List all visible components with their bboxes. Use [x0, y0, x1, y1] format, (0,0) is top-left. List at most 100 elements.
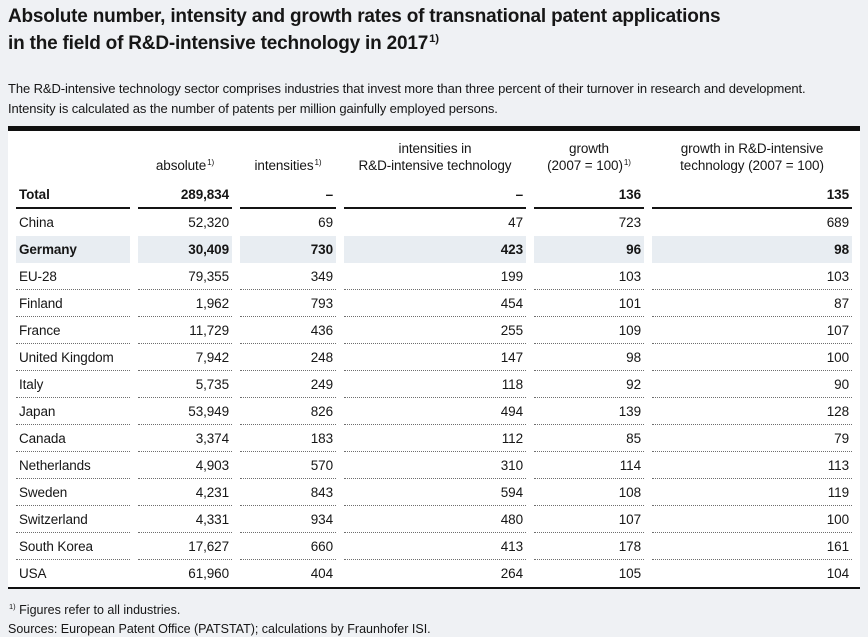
column-header-5: growth in R&D-intensive technology (2007… — [652, 131, 852, 181]
table-row-south-korea: South Korea 17,627 660 413 178 161 — [16, 533, 852, 560]
cell-value: 723 — [618, 215, 641, 230]
cell-value: 90 — [652, 371, 852, 398]
row-label: Netherlands — [16, 452, 130, 479]
cell-value: 4,231 — [138, 479, 232, 506]
cell-value: 5,735 — [138, 371, 232, 398]
footnotes: 1) Figures refer to all industries. Sourc… — [8, 602, 860, 637]
cell-value: 101 — [534, 290, 644, 317]
cell-value: 3,374 — [138, 425, 232, 452]
cell-value: 11,729 — [138, 317, 232, 344]
table-row-france: France 11,729 436 255 109 107 — [16, 317, 852, 344]
column-header-4: growth (2007 = 100)1) — [534, 131, 644, 181]
table-row-netherlands: Netherlands 4,903 570 310 114 113 — [16, 452, 852, 479]
cell-value: 1,962 — [138, 290, 232, 317]
row-label: USA — [19, 566, 47, 581]
cell-value: 135 — [652, 181, 852, 209]
cell-value: 423 — [344, 236, 526, 263]
cell-value: 494 — [344, 398, 526, 425]
cell-value: 98 — [652, 236, 852, 263]
column-header-label: growth in R&D-intensive technology (2007… — [680, 141, 824, 173]
row-label: Canada — [16, 425, 130, 452]
cell-value: 100 — [652, 506, 852, 533]
row-label: Switzerland — [16, 506, 130, 533]
cell-value: 104 — [826, 566, 849, 581]
cell-value: 793 — [240, 290, 336, 317]
cell-value: 103 — [652, 263, 852, 290]
cell-value: 85 — [534, 425, 644, 452]
cell-value: 4,903 — [138, 452, 232, 479]
row-label: Italy — [16, 371, 130, 398]
patent-table-block: absolute1) intensities1) intensities in R&… — [8, 126, 860, 589]
table-row-finland: Finland 1,962 793 454 101 87 — [16, 290, 852, 317]
column-header-label: intensities — [254, 158, 314, 173]
column-header-3: intensities in R&D-intensive technology — [344, 131, 526, 181]
cell-value: 413 — [344, 533, 526, 560]
row-label: China — [19, 215, 54, 230]
cell-value: 404 — [310, 566, 333, 581]
patent-table: absolute1) intensities1) intensities in R&… — [8, 131, 860, 587]
row-label: EU-28 — [16, 263, 130, 290]
cell-value: 349 — [240, 263, 336, 290]
cell-value: 454 — [344, 290, 526, 317]
source-line-truncated: Sources: European Patent Office (PATSTAT… — [8, 621, 860, 637]
subtitle: The R&D-intensive technology sector comp… — [8, 81, 806, 116]
cell-value: 79 — [652, 425, 852, 452]
cell-value: 79,355 — [138, 263, 232, 290]
cell-value: 7,942 — [138, 344, 232, 371]
row-label: United Kingdom — [16, 344, 130, 371]
table-header: absolute1) intensities1) intensities in R&… — [16, 131, 852, 181]
column-header-1: absolute1) — [138, 131, 232, 181]
cell-value: 249 — [240, 371, 336, 398]
cell-value: 52,320 — [188, 215, 229, 230]
cell-value: 178 — [534, 533, 644, 560]
column-footnote-marker: 1) — [623, 157, 631, 167]
cell-value: 136 — [534, 181, 644, 209]
cell-value: 17,627 — [138, 533, 232, 560]
cell-value: 30,409 — [138, 236, 232, 263]
footnote-text: Sources: European Patent Office (PATSTAT… — [8, 622, 431, 636]
column-footnote-marker: 1) — [314, 157, 322, 167]
cell-value: 660 — [240, 533, 336, 560]
cell-value: 98 — [534, 344, 644, 371]
table-row-germany: Germany 30,409 730 423 96 98 — [16, 236, 852, 263]
table-row-united-kingdom: United Kingdom 7,942 248 147 98 100 — [16, 344, 852, 371]
cell-value: 112 — [344, 425, 526, 452]
table-row-usa: USA 61,960 404 264 105 104 — [16, 560, 852, 587]
footnote-1: 1) Figures refer to all industries. — [8, 602, 860, 618]
page-title: Absolute number, intensity and growth ra… — [8, 3, 860, 57]
cell-value: 161 — [652, 533, 852, 560]
cell-value: 47 — [508, 215, 523, 230]
table-row-italy: Italy 5,735 249 118 92 90 — [16, 371, 852, 398]
table-row-japan: Japan 53,949 826 494 139 128 — [16, 398, 852, 425]
cell-value: 139 — [534, 398, 644, 425]
cell-value: 199 — [344, 263, 526, 290]
table-header-row: absolute1) intensities1) intensities in R&… — [16, 131, 852, 181]
cell-value: 310 — [344, 452, 526, 479]
cell-value: 118 — [344, 371, 526, 398]
cell-value: 53,949 — [138, 398, 232, 425]
footnote-marker: 1) — [9, 601, 16, 611]
cell-value: 843 — [240, 479, 336, 506]
cell-value: 183 — [240, 425, 336, 452]
cell-value: – — [344, 181, 526, 209]
cell-value: 594 — [344, 479, 526, 506]
cell-value: 108 — [534, 479, 644, 506]
cell-value: 128 — [652, 398, 852, 425]
column-footnote-marker: 1) — [207, 157, 215, 167]
cell-value: 109 — [534, 317, 644, 344]
cell-value: 69 — [318, 215, 333, 230]
cell-value: 92 — [534, 371, 644, 398]
cell-value: 87 — [652, 290, 852, 317]
title-footnote-marker: 1) — [429, 32, 439, 45]
cell-value: 570 — [240, 452, 336, 479]
cell-value: 103 — [534, 263, 644, 290]
row-label: France — [16, 317, 130, 344]
table-row-canada: Canada 3,374 183 112 85 79 — [16, 425, 852, 452]
cell-value: 119 — [652, 479, 852, 506]
cell-value: 826 — [240, 398, 336, 425]
table-row-eu-28: EU-28 79,355 349 199 103 103 — [16, 263, 852, 290]
table-row-switzerland: Switzerland 4,331 934 480 107 100 — [16, 506, 852, 533]
column-header-2: intensities1) — [240, 131, 336, 181]
table-body: Total 289,834– –136 135 China 52,320 69 47 723 68… — [16, 181, 852, 587]
